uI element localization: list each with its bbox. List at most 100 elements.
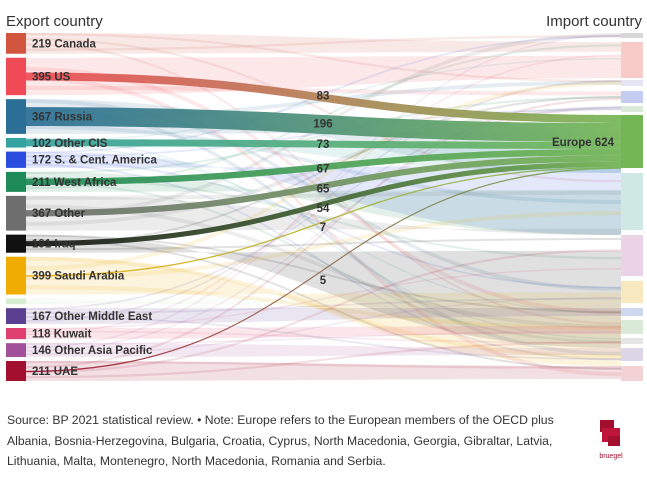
export-node-saudi-arabia <box>6 256 26 295</box>
export-node-other-middle-east <box>6 308 26 325</box>
flow-iraq-other <box>26 234 621 348</box>
flow-other-middle-east-cross-3 <box>26 80 621 322</box>
flow-saudi-arabia-cross-1 <box>26 81 621 271</box>
flow-iraq-cross-2 <box>26 96 621 246</box>
flow-kuwait-cross-0 <box>26 268 621 330</box>
export-node-iraq <box>6 234 26 253</box>
flow-saudi-arabia-cross-2 <box>26 211 621 280</box>
flow-russia-cross-0 <box>26 99 621 291</box>
flow-other-cross-1 <box>26 204 621 329</box>
export-axis-title: Export country <box>6 13 103 30</box>
export-label-kuwait: 118 Kuwait <box>32 329 92 341</box>
import-node-4 <box>621 91 643 103</box>
flow-other-asia-pacific-cross-1 <box>26 34 621 349</box>
export-node-other-asia-pacific <box>6 343 26 358</box>
export-label-canada: 219 Canada <box>32 38 97 50</box>
flow-saudi-arabia-other <box>26 256 621 366</box>
export-label-us: 395 US <box>32 71 71 83</box>
export-label-iraq: 191 Iraq <box>32 239 75 251</box>
flow-value-label: 5 <box>320 275 327 287</box>
europe-node-label: Europe 624 <box>552 137 615 149</box>
import-axis-title: Import country <box>546 13 642 30</box>
flow-other-asia-pacific-cross-2 <box>26 106 621 352</box>
import-node-8 <box>621 235 643 276</box>
import-nodes <box>621 33 643 381</box>
flow-west-africa-cross-1 <box>26 176 621 260</box>
flow-canada-cross-0 <box>26 33 621 83</box>
flow-saudi-arabia-cross-3 <box>26 285 621 330</box>
flow-canada-other <box>26 33 621 54</box>
import-node-9 <box>621 281 643 303</box>
flow-west-africa-cross-2 <box>26 181 621 343</box>
export-node-canada <box>6 33 26 54</box>
flow-other-cross-0 <box>26 191 621 200</box>
flow-value-label: 65 <box>317 184 330 196</box>
import-node-2 <box>621 42 643 78</box>
flow-uae-other <box>26 361 621 381</box>
flow-us-other <box>26 55 621 96</box>
flow-us-europe <box>26 72 621 123</box>
export-node-other-cis <box>6 137 26 148</box>
flow-s-cent-america-cross-3 <box>26 163 621 361</box>
flow-other-middle-east-cross-2 <box>26 316 621 361</box>
bruegel-logo: bruegel <box>596 418 628 462</box>
flow-kuwait-cross-2 <box>26 54 621 336</box>
export-node-us <box>6 57 26 96</box>
chart-footer-note: Source: BP 2021 statistical review. • No… <box>7 413 554 468</box>
flow-russia-cross-1 <box>26 107 621 356</box>
export-label-other-asia-pacific: 146 Other Asia Pacific <box>32 345 153 357</box>
flow-canada-cross-3 <box>26 35 621 51</box>
export-nodes <box>6 33 26 381</box>
flow-iraq-cross-1 <box>26 239 621 371</box>
import-node-5 <box>621 106 643 112</box>
flow-us-cross-1 <box>26 67 621 315</box>
import-node-14 <box>621 366 643 381</box>
flow-other-cis-cross-0 <box>26 137 621 340</box>
export-node-kuwait <box>6 328 26 340</box>
export-labels: 219 Canada 395 US 367 Russia 102 Other CIS 1… <box>32 38 157 378</box>
flow-unlabeled-cross-2 <box>26 301 621 312</box>
flow-other-cis-europe <box>26 139 621 149</box>
import-node-1 <box>621 33 643 38</box>
flow-value-label: 54 <box>317 203 330 215</box>
export-node-west-africa <box>6 171 26 192</box>
flow-kuwait-cross-1 <box>26 330 621 344</box>
svg-text:bruegel: bruegel <box>599 453 623 460</box>
flow-iraq-europe <box>26 161 621 247</box>
export-label-uae: 211 UAE <box>32 366 78 378</box>
export-label-west-africa: 211 West Africa <box>32 177 117 189</box>
import-node-7 <box>621 173 643 230</box>
flow-uae-europe <box>26 167 621 373</box>
flow-uae-cross-1 <box>26 97 621 369</box>
import-node-13 <box>621 348 643 361</box>
flow-other-cis-cross-3 <box>26 145 621 314</box>
flow-other-middle-east-cross-0 <box>26 106 621 310</box>
flow-other-europe <box>26 155 621 217</box>
flow-west-africa-cross-0 <box>26 96 621 175</box>
flow-value-label: 67 <box>317 163 330 175</box>
flow-uae-cross-2 <box>26 249 621 374</box>
flow-other-middle-east-other <box>26 308 621 325</box>
flow-value-label: 7 <box>320 222 326 234</box>
flow-iraq-cross-0 <box>26 234 621 314</box>
flow-unlabeled-other <box>26 296 621 305</box>
sankey-chart: 219 Canada 395 US 367 Russia 102 Other CIS 1… <box>6 13 643 381</box>
import-node-12 <box>621 338 643 344</box>
flow-uae-cross-0 <box>26 361 621 369</box>
import-node-3 <box>621 80 643 86</box>
export-label-russia: 367 Russia <box>32 112 93 124</box>
flow-iraq-cross-3 <box>26 238 621 251</box>
export-node-unlabeled <box>6 298 26 305</box>
flow-other-asia-pacific-cross-3 <box>26 297 621 356</box>
export-label-saudi-arabia: 399 Saudi Arabia <box>32 271 125 283</box>
flow-west-africa-europe <box>26 148 621 186</box>
flow-us-cross-2 <box>26 76 621 377</box>
export-label-s-cent-america: 172 S. & Cent. America <box>32 155 157 167</box>
flow-other-asia-pacific-cross-0 <box>26 331 621 345</box>
flow-kuwait-other <box>26 326 621 340</box>
flow-s-cent-america-cross-2 <box>26 159 621 289</box>
export-node-uae <box>6 361 26 381</box>
flow-canada-cross-1 <box>26 38 621 183</box>
flow-value-label: 83 <box>317 91 330 103</box>
flow-other-middle-east-cross-1 <box>26 297 621 314</box>
